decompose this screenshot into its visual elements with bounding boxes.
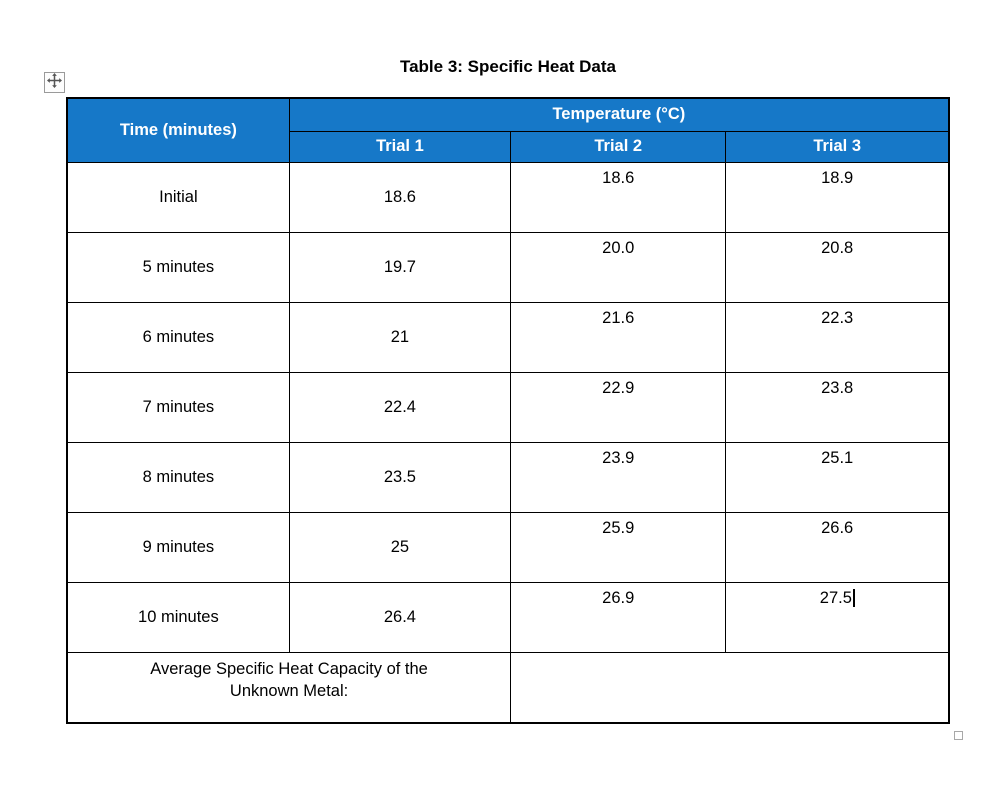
table-cell-trial2[interactable]: 21.6 [510, 301, 727, 373]
table-row: 7 minutes 22.4 22.9 23.8 [66, 371, 950, 443]
table-cell-time[interactable]: 10 minutes [66, 581, 290, 653]
header-time[interactable]: Time (minutes) [66, 97, 290, 163]
footer-label-cell[interactable]: Average Specific Heat Capacity of the Un… [66, 651, 512, 724]
table-cell-trial3[interactable]: 25.1 [725, 441, 950, 513]
table-cell-time[interactable]: 6 minutes [66, 301, 290, 373]
table-cell-trial3[interactable]: 23.8 [725, 371, 950, 443]
text-cursor [852, 588, 855, 607]
table-cell-time[interactable]: 5 minutes [66, 231, 290, 303]
table-cell-trial1[interactable]: 22.4 [288, 371, 512, 443]
table-cell-time[interactable]: 8 minutes [66, 441, 290, 513]
cell-text: 27.5 [819, 588, 852, 607]
footer-value-cell[interactable] [510, 651, 950, 724]
table-row: Average Specific Heat Capacity of the Un… [66, 651, 950, 724]
table-row: 5 minutes 19.7 20.0 20.8 [66, 231, 950, 303]
table-cell-time[interactable]: 7 minutes [66, 371, 290, 443]
table-cell-trial3[interactable]: 22.3 [725, 301, 950, 373]
table-cell-trial3[interactable]: 18.9 [725, 161, 950, 233]
move-cross-icon [47, 72, 62, 93]
table-row: 10 minutes 26.4 26.9 27.5 [66, 581, 950, 653]
header-temperature[interactable]: Temperature (°C) [288, 97, 950, 132]
table-title[interactable]: Table 3: Specific Heat Data [399, 57, 617, 76]
table-cell-trial2[interactable]: 20.0 [510, 231, 727, 303]
table-row: 6 minutes 21 21.6 22.3 [66, 301, 950, 373]
table-cell-time[interactable]: Initial [66, 161, 290, 233]
table-cell-trial1[interactable]: 19.7 [288, 231, 512, 303]
table-cell-time[interactable]: 9 minutes [66, 511, 290, 583]
header-trial-3[interactable]: Trial 3 [725, 130, 950, 163]
table-cell-trial3[interactable]: 20.8 [725, 231, 950, 303]
table-cell-trial2[interactable]: 22.9 [510, 371, 727, 443]
table-row: 9 minutes 25 25.9 26.6 [66, 511, 950, 583]
table-cell-trial1[interactable]: 18.6 [288, 161, 512, 233]
table-cell-trial1[interactable]: 26.4 [288, 581, 512, 653]
table-row: Initial 18.6 18.6 18.9 [66, 161, 950, 233]
table-cell-trial2[interactable]: 26.9 [510, 581, 727, 653]
table-cell-trial1[interactable]: 25 [288, 511, 512, 583]
table-row: 8 minutes 23.5 23.9 25.1 [66, 441, 950, 513]
table-cell-trial2[interactable]: 25.9 [510, 511, 727, 583]
specific-heat-table: Time (minutes) Temperature (°C) Trial 1 … [66, 97, 950, 724]
header-trial-1[interactable]: Trial 1 [288, 130, 512, 163]
table-cell-trial3[interactable]: 26.6 [725, 511, 950, 583]
table-cell-trial1[interactable]: 23.5 [288, 441, 512, 513]
table-cell-trial2[interactable]: 23.9 [510, 441, 727, 513]
table-cell-trial1[interactable]: 21 [288, 301, 512, 373]
table-move-handle[interactable] [44, 72, 65, 93]
table-resize-handle[interactable] [954, 731, 963, 740]
header-trial-2[interactable]: Trial 2 [510, 130, 727, 163]
table-cell-trial3[interactable]: 27.5 [725, 581, 950, 653]
table-cell-trial2[interactable]: 18.6 [510, 161, 727, 233]
